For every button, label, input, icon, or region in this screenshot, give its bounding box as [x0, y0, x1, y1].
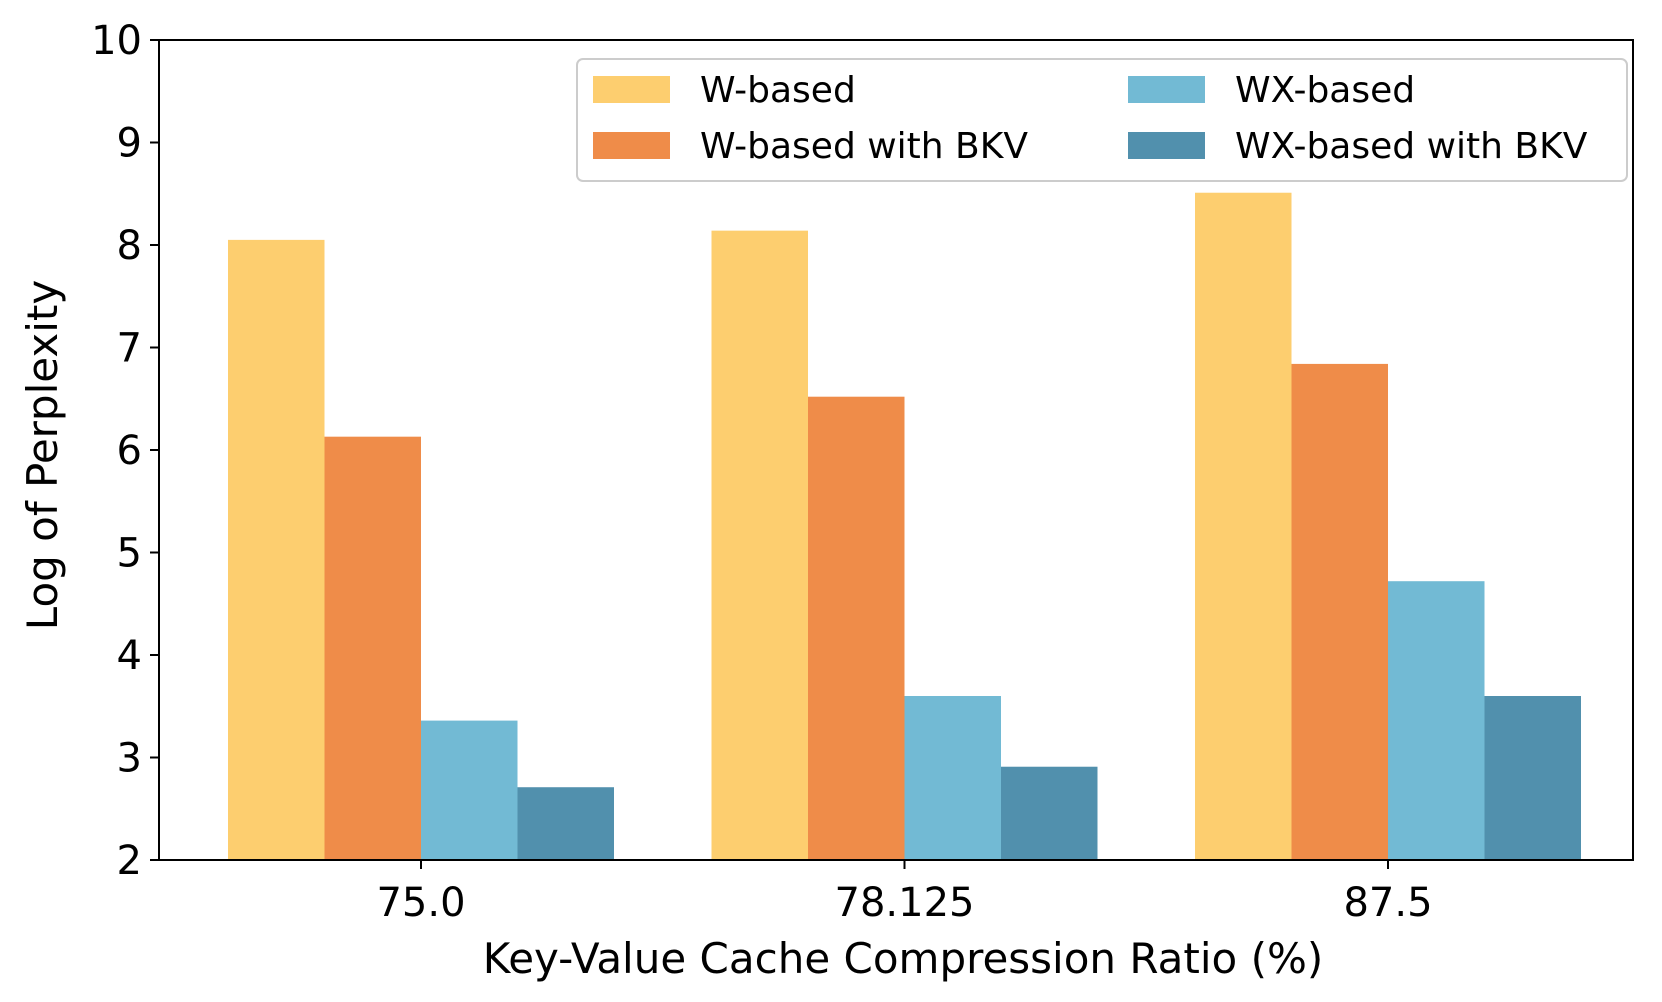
x-tick-label: 87.5: [1343, 880, 1432, 926]
y-tick-label: 6: [117, 428, 142, 474]
legend-label-3: WX-based with BKV: [1235, 126, 1588, 167]
bar-0-0: [228, 239, 325, 860]
bar-2-1: [904, 696, 1001, 860]
y-axis-ticks: 2 3 4 5 6 7 8 9 10: [91, 18, 159, 884]
bars-layer: [228, 192, 1581, 861]
bar-3-2: [1484, 696, 1581, 860]
legend: W-based W-based with BKV WX-based WX-based …: [576, 58, 1628, 182]
bar-0-1: [711, 230, 808, 860]
y-tick-label: 5: [117, 531, 142, 577]
bar-1-1: [808, 396, 905, 860]
bar-1-2: [1291, 363, 1388, 860]
legend-label-0: W-based: [700, 70, 856, 111]
x-tick-label: 78.125: [835, 880, 975, 926]
bar-1-0: [324, 436, 421, 860]
y-tick-label: 7: [117, 326, 142, 372]
y-tick-label: 9: [117, 121, 142, 167]
bar-3-1: [1001, 766, 1098, 860]
legend-box: [576, 58, 1628, 182]
bar-2-0: [421, 720, 518, 860]
y-tick-label: 3: [117, 736, 142, 782]
legend-swatch-3: [1128, 132, 1205, 159]
legend-swatch-1: [593, 132, 670, 159]
bar-2-2: [1388, 581, 1485, 860]
bar-3-0: [517, 787, 614, 860]
bar-0-2: [1195, 192, 1292, 861]
y-tick-label: 4: [117, 633, 142, 679]
x-axis-ticks: 75.0 78.125 87.5: [376, 860, 1433, 926]
y-tick-label: 10: [91, 18, 142, 64]
legend-label-2: WX-based: [1235, 70, 1415, 111]
legend-label-1: W-based with BKV: [700, 126, 1028, 167]
x-axis-label: Key-Value Cache Compression Ratio (%): [483, 934, 1324, 983]
legend-swatch-2: [1128, 76, 1205, 103]
y-tick-label: 2: [117, 838, 142, 884]
legend-swatch-0: [593, 76, 670, 103]
y-tick-label: 8: [117, 223, 142, 269]
y-axis-label: Log of Perplexity: [18, 280, 67, 630]
x-tick-label: 75.0: [376, 880, 465, 926]
